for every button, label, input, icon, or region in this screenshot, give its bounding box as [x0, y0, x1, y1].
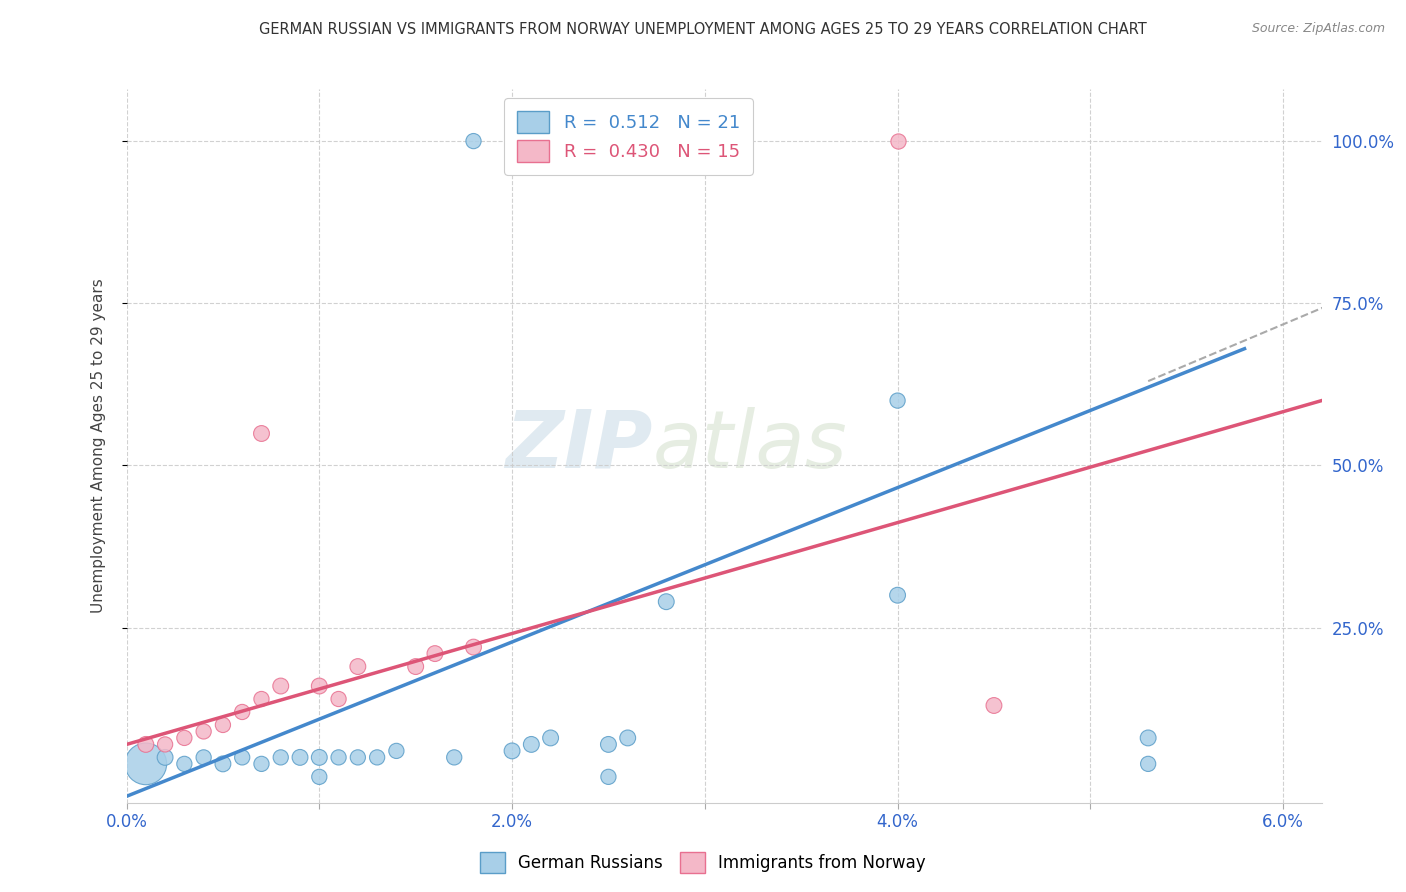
Point [173, 731, 195, 745]
Legend: R =  0.512   N = 21, R =  0.430   N = 15: R = 0.512 N = 21, R = 0.430 N = 15 [505, 98, 752, 175]
Point [540, 731, 562, 745]
Point [270, 750, 292, 764]
Point [347, 750, 370, 764]
Text: GERMAN RUSSIAN VS IMMIGRANTS FROM NORWAY UNEMPLOYMENT AMONG AGES 25 TO 29 YEARS : GERMAN RUSSIAN VS IMMIGRANTS FROM NORWAY… [259, 22, 1147, 37]
Y-axis label: Unemployment Among Ages 25 to 29 years: Unemployment Among Ages 25 to 29 years [91, 278, 105, 614]
Legend: German Russians, Immigrants from Norway: German Russians, Immigrants from Norway [474, 846, 932, 880]
Point [308, 750, 330, 764]
Point [366, 750, 388, 764]
Point [250, 425, 273, 440]
Point [463, 640, 485, 654]
Point [886, 588, 908, 602]
Point [347, 659, 370, 673]
Point [135, 738, 157, 752]
Point [193, 724, 215, 739]
Point [616, 731, 638, 745]
Point [501, 744, 523, 758]
Point [385, 744, 408, 758]
Point [288, 750, 311, 764]
Text: ZIP: ZIP [505, 407, 652, 485]
Point [153, 738, 176, 752]
Text: atlas: atlas [652, 407, 848, 485]
Point [231, 705, 253, 719]
Point [231, 750, 253, 764]
Point [463, 134, 485, 148]
Point [423, 647, 446, 661]
Point [250, 692, 273, 706]
Point [153, 750, 176, 764]
Point [443, 750, 465, 764]
Point [270, 679, 292, 693]
Point [405, 659, 427, 673]
Point [1137, 756, 1160, 771]
Point [212, 718, 235, 732]
Point [886, 134, 908, 148]
Point [328, 692, 350, 706]
Point [193, 750, 215, 764]
Point [598, 770, 620, 784]
Point [1137, 731, 1160, 745]
Point [212, 756, 235, 771]
Point [250, 756, 273, 771]
Point [308, 770, 330, 784]
Point [983, 698, 1005, 713]
Point [308, 679, 330, 693]
Point [520, 738, 543, 752]
Point [886, 393, 908, 408]
Point [655, 595, 678, 609]
Point [173, 756, 195, 771]
Point [598, 738, 620, 752]
Point [328, 750, 350, 764]
Text: Source: ZipAtlas.com: Source: ZipAtlas.com [1251, 22, 1385, 36]
Point [135, 756, 157, 771]
